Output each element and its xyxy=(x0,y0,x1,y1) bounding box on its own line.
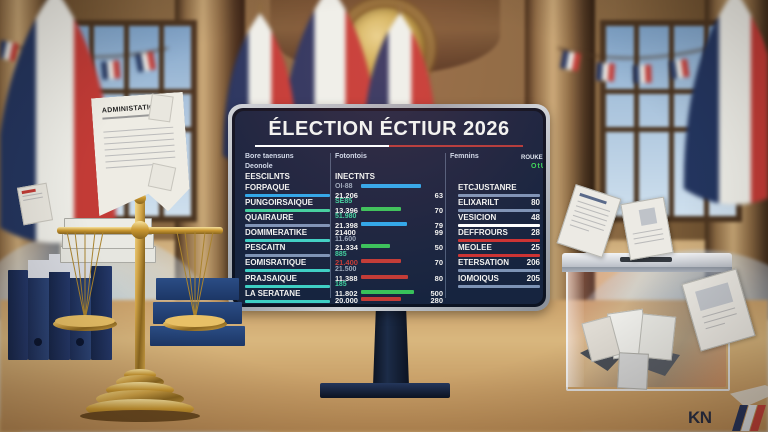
svg-text:KN: KN xyxy=(688,408,712,427)
